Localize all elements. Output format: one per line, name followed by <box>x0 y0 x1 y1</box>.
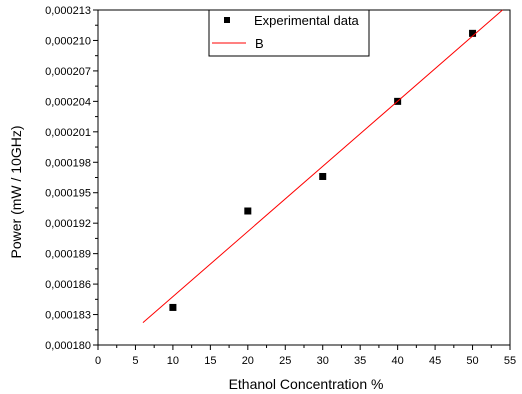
y-tick-label: 0,000183 <box>45 310 91 322</box>
x-tick-label: 55 <box>504 355 516 367</box>
y-tick-label: 0,000189 <box>45 249 91 261</box>
series-layer <box>142 9 503 324</box>
x-tick-label: 45 <box>429 355 441 367</box>
legend-label-b: B <box>255 36 264 51</box>
y-tick-label: 0,000201 <box>45 127 91 139</box>
plot-frame <box>97 9 511 346</box>
y-tick-label: 0,000207 <box>45 66 91 78</box>
y-tick-label: 0,000180 <box>45 340 91 352</box>
x-tick-label: 15 <box>204 355 216 367</box>
legend-label-experimental: Experimental data <box>254 13 360 28</box>
y-tick-label: 0,000204 <box>45 96 91 108</box>
x-tick-label: 25 <box>279 355 291 367</box>
y-tick-label: 0,000186 <box>45 279 91 291</box>
x-axis-title: Ethanol Concentration % <box>229 376 384 392</box>
data-point <box>169 303 177 311</box>
x-tick-label: 5 <box>132 355 138 367</box>
y-tick-label: 0,000195 <box>45 188 91 200</box>
x-axis: 0 5 10 15 20 25 30 35 40 45 50 55 <box>95 345 516 367</box>
legend: Experimental data B <box>208 9 370 57</box>
plot-border <box>97 9 511 346</box>
x-tick-label: 35 <box>354 355 366 367</box>
y-axis: 0,000180 0,000183 0,000186 0,000189 0,000192… <box>45 5 98 352</box>
x-tick-label: 0 <box>95 355 101 367</box>
x-tick-label: 40 <box>392 355 404 367</box>
y-tick-label: 0,000192 <box>45 218 91 230</box>
x-tick-label: 30 <box>317 355 329 367</box>
x-tick-label: 10 <box>167 355 179 367</box>
data-point <box>319 172 327 180</box>
y-tick-label: 0,000198 <box>45 157 91 169</box>
x-tick-label: 50 <box>466 355 478 367</box>
y-tick-label: 0,000210 <box>45 35 91 47</box>
data-point <box>244 207 252 215</box>
fit-line-b <box>142 9 503 324</box>
legend-box <box>208 9 370 57</box>
y-axis-title: Power (mW / 10GHz) <box>8 125 24 258</box>
data-point <box>469 29 477 37</box>
legend-marker-experimental <box>224 17 230 23</box>
y-tick-label: 0,000213 <box>45 5 91 17</box>
x-tick-label: 20 <box>242 355 254 367</box>
